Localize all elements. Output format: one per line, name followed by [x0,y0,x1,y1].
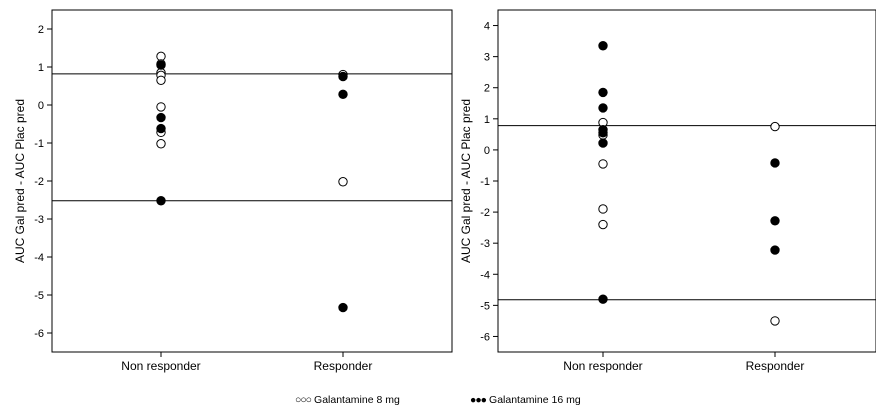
data-point-16mg [770,245,780,255]
open-circle-markers-icon: ○○○ [295,394,312,406]
y-tick-label: -4 [480,269,490,281]
legend-label-16mg: Galantamine 16 mg [489,394,581,406]
data-point-16mg [338,71,348,82]
data-point-8mg [156,139,166,149]
right-panel: 4 3 2 1 0 -1 -2 -3 -4 -5 -6 AUC Gal pred - AUC Plac… [459,9,876,373]
data-point-16mg [338,89,348,100]
data-point-16mg [770,216,780,226]
legend-item-16mg: ●●● Galantamine 16 mg [470,394,581,406]
y-tick-label: 1 [38,62,44,74]
data-point-8mg [156,75,166,86]
data-point-8mg [598,159,608,169]
data-point-16mg [598,87,608,98]
legend-label-8mg: Galantamine 8 mg [314,394,400,406]
data-point-16mg [338,302,348,313]
left-panel: 2 1 0 -1 -2 -3 -4 -5 -6 AUC Gal pred - AUC Plac p… [13,9,453,373]
y-tick-label: 2 [484,83,490,95]
data-point-16mg [156,112,166,123]
y-tick-label: -6 [480,331,490,343]
legend: ○○○ Galantamine 8 mg ●●● Galantamine 16 mg [0,394,876,408]
plot-frame [497,9,876,353]
data-point-16mg [598,103,608,113]
x-category-label: Responder [746,359,805,373]
y-tick-label: 1 [484,114,490,126]
y-tick-label: -5 [480,300,490,312]
data-point-16mg [598,138,608,148]
y-axis-label: AUC Gal pred - AUC Plac pred [459,99,473,263]
y-tick-label: -4 [34,252,44,264]
y-tick-label: -1 [480,176,490,188]
plot-frame [51,9,453,353]
data-point-16mg [156,196,166,206]
data-point-8mg [770,316,780,326]
data-point-8mg [156,102,166,112]
y-tick-label: 0 [484,145,490,157]
y-tick-label: -1 [34,138,44,150]
data-point-16mg [156,60,166,70]
x-category-label: Non responder [563,359,642,373]
y-tick-label: -2 [34,176,44,188]
y-axis-label: AUC Gal pred - AUC Plac pred [13,99,27,263]
y-tick-label: 2 [38,24,44,36]
filled-circle-markers-icon: ●●● [470,394,487,406]
y-tick-label: 4 [484,21,490,33]
x-category-label: Non responder [121,359,200,373]
x-category-label: Responder [314,359,373,373]
y-tick-label: -6 [34,328,44,340]
y-tick-label: -5 [34,290,44,302]
data-point-8mg [598,204,608,214]
data-point-16mg [770,158,780,168]
data-point-8mg [338,177,348,187]
legend-item-8mg: ○○○ Galantamine 8 mg [295,394,400,406]
data-point-16mg [598,128,608,138]
data-point-16mg [598,294,608,304]
y-tick-label: 0 [38,100,44,112]
y-tick-label: -3 [34,214,44,226]
y-tick-label: 3 [484,52,490,64]
data-point-16mg [598,41,608,51]
y-tick-label: -3 [480,238,490,250]
y-tick-label: -2 [480,207,490,219]
data-point-16mg [156,123,166,134]
data-point-8mg [770,121,780,132]
data-point-8mg [598,219,608,230]
